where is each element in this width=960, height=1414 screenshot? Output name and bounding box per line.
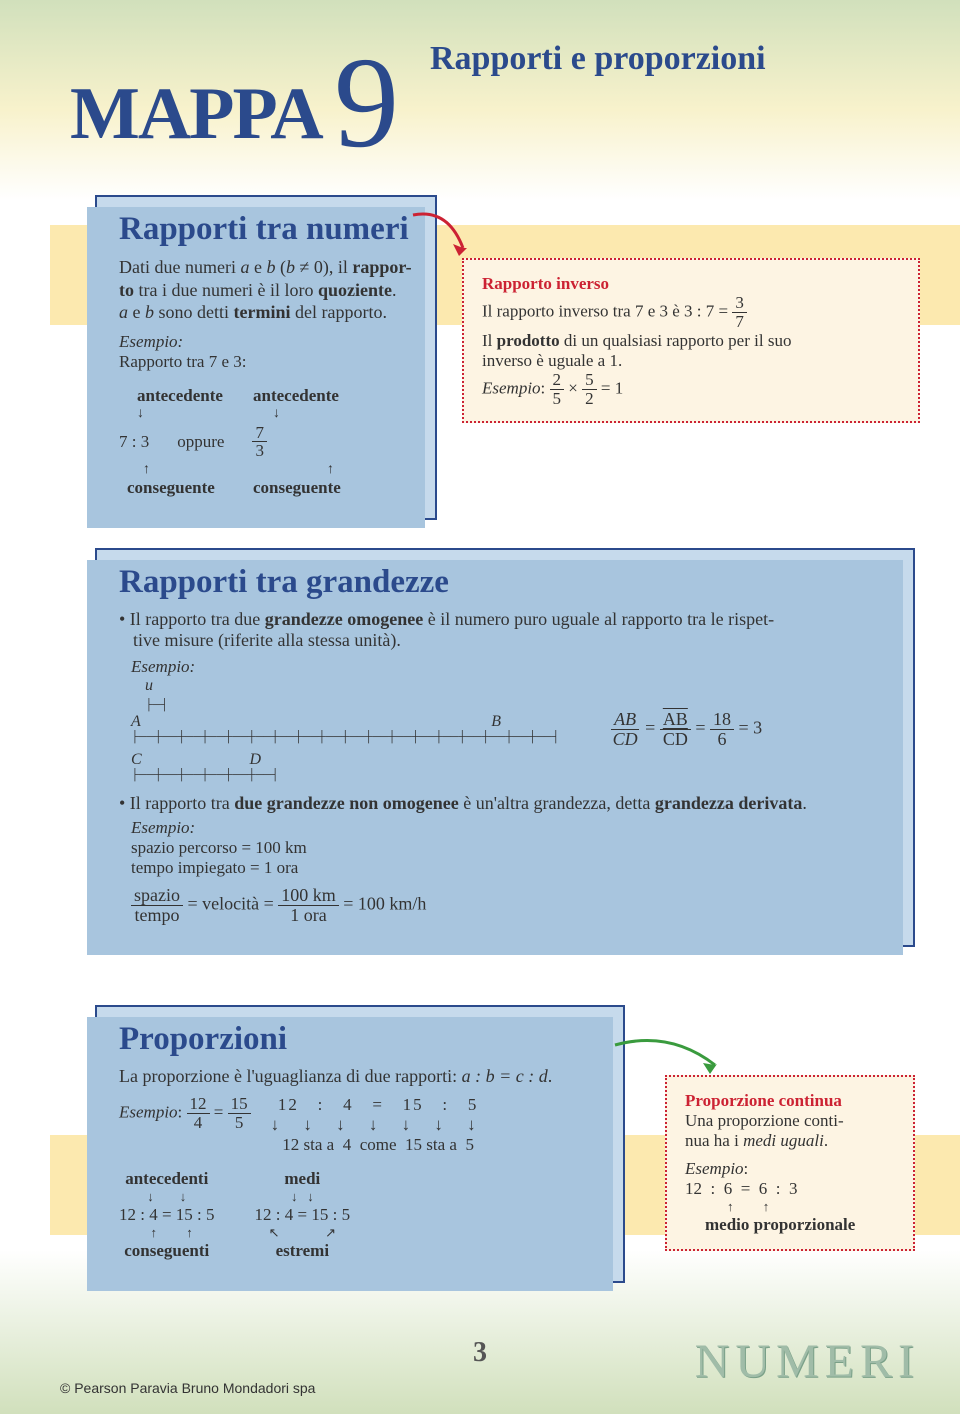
box2-ex2b: tempo impiegato = 1 ora [131, 858, 891, 878]
page-subtitle: Rapporti e proporzioni [430, 40, 766, 78]
box2-ex2a: spazio percorso = 100 km [131, 838, 891, 858]
box2-esempio2-label: Esempio: [131, 818, 891, 838]
call1-line2: Il prodotto di un qualsiasi rapporto per… [482, 331, 900, 351]
box3-def: La proporzione è l'uguaglianza di due ra… [119, 1066, 601, 1087]
call1-example: Esempio: 25 × 52 = 1 [482, 371, 900, 408]
box1-esempio-label: Esempio: [119, 332, 413, 352]
box-rapporti-grandezze: Rapporti tra grandezze • Il rapporto tra… [95, 548, 915, 947]
call1-line1: Il rapporto inverso tra 7 e 3 è 3 : 7 = … [482, 294, 900, 331]
arrow-2 [610, 1020, 730, 1080]
box2-segments: u├─┤ AB ├──┼──┼──┼──┼──┼──┼──┼──┼──┼──┼─… [131, 677, 891, 781]
call1-line3: inverso è uguale a 1. [482, 351, 900, 371]
call2-title: Proporzione continua [685, 1091, 895, 1111]
call2-mp: medio proporzionale [705, 1215, 895, 1235]
callout-proporzione-continua: Proporzione continua Una proporzione con… [665, 1075, 915, 1251]
box1-text: Dati due numeri a e b (b ≠ 0), il rappor… [119, 256, 413, 324]
brand-numeri: NUMERI [695, 1334, 920, 1389]
call1-title: Rapporto inverso [482, 274, 900, 294]
call2-l1: Una proporzione conti- [685, 1111, 895, 1131]
mappa-title: MAPPA 9 [70, 20, 397, 170]
call2-l2: nua ha i medi uguali. [685, 1131, 895, 1151]
box1-esempio-text: Rapporto tra 7 e 3: [119, 352, 413, 372]
box3-title: Proporzioni [119, 1021, 601, 1058]
callout-rapporto-inverso: Rapporto inverso Il rapporto inverso tra… [462, 258, 920, 423]
box1-title: Rapporti tra numeri [119, 211, 413, 248]
arrow-1 [408, 200, 478, 270]
box2-formula: spaziotempo = velocità = 100 km1 ora = 1… [131, 886, 891, 925]
call2-es: Esempio: [685, 1159, 895, 1179]
box-proporzioni: Proporzioni La proporzione è l'uguaglian… [95, 1005, 625, 1283]
box2-bullet2: • Il rapporto tra due grandezze non omog… [119, 793, 891, 814]
box-rapporti-numeri: Rapporti tra numeri Dati due numeri a e … [95, 195, 437, 520]
copyright: © Pearson Paravia Bruno Mondadori spa [60, 1380, 315, 1396]
box2-title: Rapporti tra grandezze [119, 564, 891, 601]
box2-bullet1: • Il rapporto tra due grandezze omogenee… [119, 609, 891, 651]
box3-terms: antecedenti ↓ ↓ 12 : 4 = 15 : 5 ↑ ↑ cons… [119, 1169, 601, 1261]
box3-example: Esempio: 124 = 155 12 : 4 = 15 : 5 ↓ ↓ ↓… [119, 1095, 601, 1155]
call2-eq: 12 : 6 = 6 : 3 [685, 1179, 895, 1199]
box2-esempio1-label: Esempio: [131, 657, 891, 677]
box1-diagram: antecedente antecedente ↓↓ 7 : 3 oppure … [119, 386, 413, 499]
